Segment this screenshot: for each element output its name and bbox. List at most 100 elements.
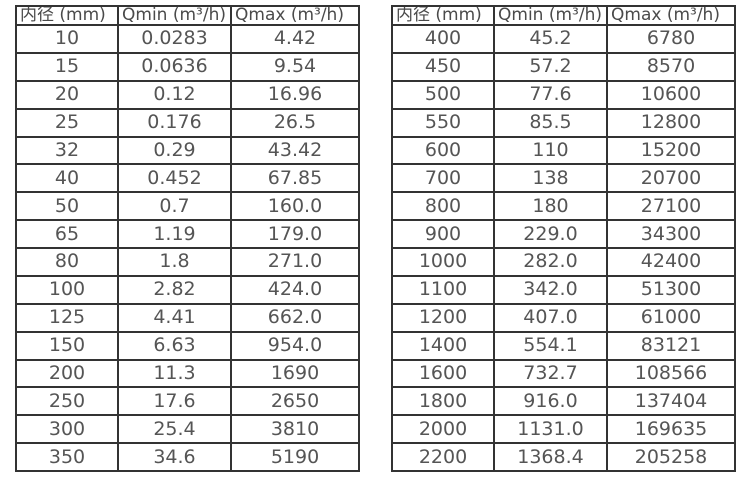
cell-qmin: 229.0 <box>493 219 608 249</box>
cell-qmax: 3810 <box>230 414 360 445</box>
cell-diameter: 800 <box>391 191 495 222</box>
cell-qmin: 342.0 <box>493 274 608 305</box>
cell-diameter: 150 <box>15 330 119 361</box>
cell-qmin: 17.6 <box>117 386 232 417</box>
cell-qmax: 9.54 <box>230 51 360 82</box>
cell-qmax: 34300 <box>606 219 736 249</box>
cell-qmin: 0.29 <box>117 135 232 166</box>
cell-diameter: 125 <box>15 302 119 333</box>
cell-qmin: 85.5 <box>493 107 608 138</box>
table-row: 1400 554.1 83121 <box>391 330 736 361</box>
cell-qmin: 0.0636 <box>117 51 232 82</box>
cell-qmax: 61000 <box>606 302 736 333</box>
table-row: 300 25.4 3810 <box>15 414 360 445</box>
cell-diameter: 20 <box>15 79 119 110</box>
cell-qmin: 0.12 <box>117 79 232 110</box>
cell-qmax: 137404 <box>606 386 736 417</box>
cell-qmax: 2650 <box>230 386 360 417</box>
table-row: 200 11.3 1690 <box>15 358 360 389</box>
cell-qmin: 0.452 <box>117 163 232 194</box>
table-row: 350 34.6 5190 <box>15 442 360 472</box>
table-row: 1200 407.0 61000 <box>391 302 736 333</box>
cell-qmax: 20700 <box>606 163 736 194</box>
cell-diameter: 500 <box>391 79 495 110</box>
column-header-diameter: 内径 (mm) <box>15 5 119 26</box>
cell-diameter: 450 <box>391 51 495 82</box>
cell-diameter: 50 <box>15 191 119 222</box>
table-row: 2000 1131.0 169635 <box>391 414 736 445</box>
table-row: 25 0.176 26.5 <box>15 107 360 138</box>
table-row: 80 1.8 271.0 <box>15 247 360 277</box>
table-row: 150 6.63 954.0 <box>15 330 360 361</box>
column-header-diameter: 内径 (mm) <box>391 5 495 26</box>
flow-spec-table-large-diameters: 内径 (mm) Qmin (m³/h) Qmax (m³/h) 400 45.2 6780… <box>391 5 736 472</box>
table-row: 125 4.41 662.0 <box>15 302 360 333</box>
cell-qmin: 0.0283 <box>117 24 232 54</box>
cell-diameter: 15 <box>15 51 119 82</box>
table-row: 1100 342.0 51300 <box>391 274 736 305</box>
table-row: 450 57.2 8570 <box>391 51 736 82</box>
cell-qmin: 57.2 <box>493 51 608 82</box>
cell-qmax: 662.0 <box>230 302 360 333</box>
table-row: 32 0.29 43.42 <box>15 135 360 166</box>
cell-qmin: 554.1 <box>493 330 608 361</box>
cell-qmin: 1368.4 <box>493 442 608 472</box>
cell-qmin: 110 <box>493 135 608 166</box>
cell-qmax: 108566 <box>606 358 736 389</box>
cell-diameter: 1200 <box>391 302 495 333</box>
cell-qmin: 1.19 <box>117 219 232 249</box>
cell-diameter: 900 <box>391 219 495 249</box>
cell-diameter: 65 <box>15 219 119 249</box>
cell-diameter: 1100 <box>391 274 495 305</box>
table-row: 550 85.5 12800 <box>391 107 736 138</box>
cell-diameter: 40 <box>15 163 119 194</box>
table-row: 1800 916.0 137404 <box>391 386 736 417</box>
cell-qmin: 2.82 <box>117 274 232 305</box>
table-row: 10 0.0283 4.42 <box>15 24 360 54</box>
cell-diameter: 1400 <box>391 330 495 361</box>
cell-qmax: 179.0 <box>230 219 360 249</box>
cell-qmin: 4.41 <box>117 302 232 333</box>
cell-qmax: 12800 <box>606 107 736 138</box>
cell-qmax: 169635 <box>606 414 736 445</box>
cell-qmax: 42400 <box>606 247 736 277</box>
table-row: 500 77.6 10600 <box>391 79 736 110</box>
cell-qmax: 205258 <box>606 442 736 472</box>
cell-qmax: 15200 <box>606 135 736 166</box>
cell-diameter: 350 <box>15 442 119 472</box>
cell-diameter: 2000 <box>391 414 495 445</box>
cell-qmax: 954.0 <box>230 330 360 361</box>
cell-qmax: 271.0 <box>230 247 360 277</box>
cell-diameter: 600 <box>391 135 495 166</box>
cell-qmin: 407.0 <box>493 302 608 333</box>
cell-qmax: 43.42 <box>230 135 360 166</box>
cell-qmin: 77.6 <box>493 79 608 110</box>
header-row: 内径 (mm) Qmin (m³/h) Qmax (m³/h) <box>15 5 360 26</box>
table-row: 400 45.2 6780 <box>391 24 736 54</box>
cell-diameter: 400 <box>391 24 495 54</box>
cell-qmin: 0.176 <box>117 107 232 138</box>
cell-diameter: 2200 <box>391 442 495 472</box>
cell-diameter: 1600 <box>391 358 495 389</box>
cell-qmax: 5190 <box>230 442 360 472</box>
cell-qmin: 1.8 <box>117 247 232 277</box>
cell-qmin: 25.4 <box>117 414 232 445</box>
table-row: 250 17.6 2650 <box>15 386 360 417</box>
cell-diameter: 25 <box>15 107 119 138</box>
cell-qmax: 16.96 <box>230 79 360 110</box>
table-row: 700 138 20700 <box>391 163 736 194</box>
cell-diameter: 700 <box>391 163 495 194</box>
cell-diameter: 550 <box>391 107 495 138</box>
table-row: 800 180 27100 <box>391 191 736 222</box>
cell-qmax: 83121 <box>606 330 736 361</box>
table-row: 1000 282.0 42400 <box>391 247 736 277</box>
table-row: 100 2.82 424.0 <box>15 274 360 305</box>
table-row: 65 1.19 179.0 <box>15 219 360 249</box>
header-row: 内径 (mm) Qmin (m³/h) Qmax (m³/h) <box>391 5 736 26</box>
table-row: 600 110 15200 <box>391 135 736 166</box>
table-row: 15 0.0636 9.54 <box>15 51 360 82</box>
cell-qmin: 138 <box>493 163 608 194</box>
column-header-qmin: Qmin (m³/h) <box>493 5 608 26</box>
cell-qmin: 1131.0 <box>493 414 608 445</box>
table-row: 900 229.0 34300 <box>391 219 736 249</box>
